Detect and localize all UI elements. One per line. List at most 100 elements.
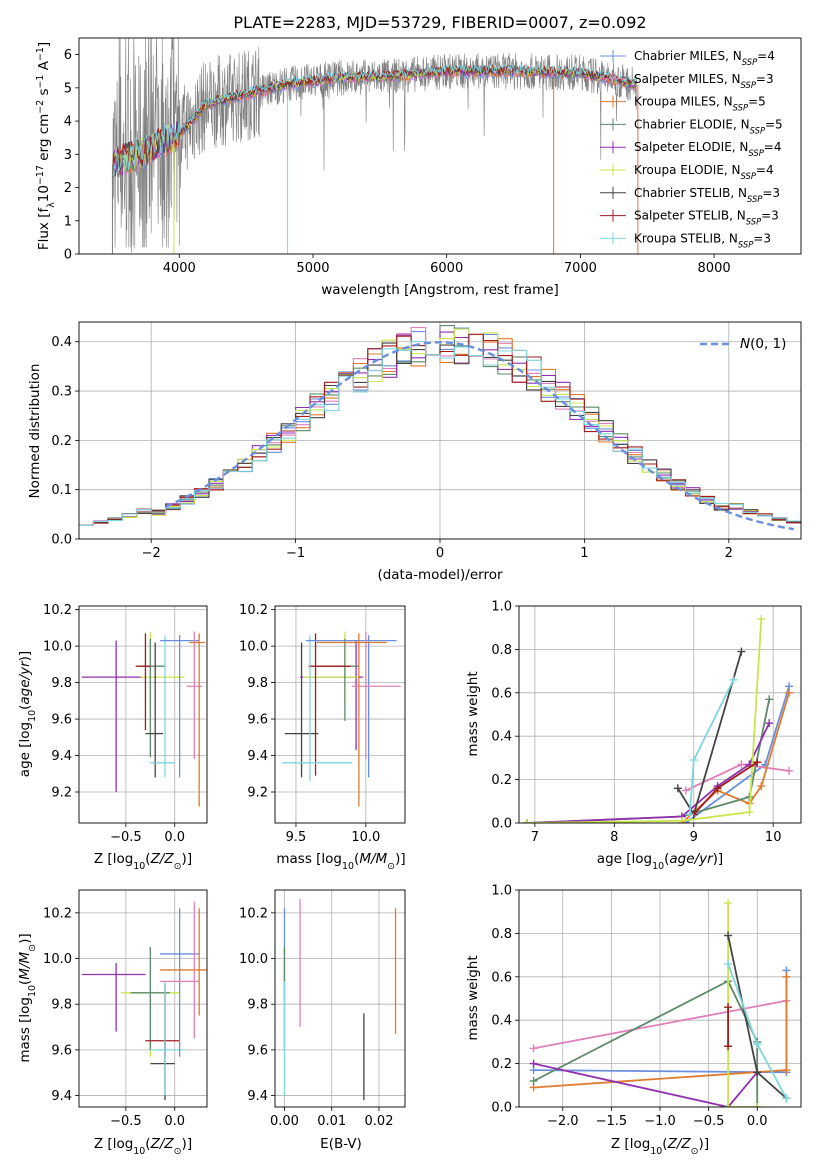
label-part: =4 [756,163,774,177]
series-point [529,1044,538,1053]
y-tick-label: 0.3 [51,385,72,400]
label-part: Chabrier STELIB, N [634,186,747,200]
label-part: age/yr [17,660,33,705]
plot-area-residuals [79,325,801,531]
axes-frame [518,605,802,824]
plot-area-age_vs_mass [281,631,401,807]
axes-spectrum: 4000 5000 6000 7000 8000 0 1 2 3 4 5 6 [64,37,802,276]
label-part: Z/Z [667,1136,692,1152]
series-point [782,1066,791,1075]
y-tick-label: 10.2 [43,603,72,618]
label-part: age/yr [669,851,714,867]
y-tick-label: 10.0 [43,952,72,967]
label-part: N [740,336,750,352]
y-tick-label: 0.6 [491,686,512,701]
y-tick-label: 9.8 [247,676,268,691]
y-tick-label: 9.8 [51,998,72,1013]
series-point [729,675,738,684]
x-axis-label: Z [log10(Z/Z⊙)] [94,851,192,872]
series-point [765,719,774,728]
label-part: ⊙ [691,1146,699,1157]
series-point [737,760,746,769]
series-point [724,931,733,940]
y-tick-label: 9.4 [51,749,72,764]
y-tick-label: 10.2 [239,603,268,618]
x-tick-label: 4000 [163,261,196,276]
series-point [753,1040,762,1049]
y-axis-label: mass [log10(M/M⊙)] [17,933,38,1062]
label-part: )] [17,933,33,944]
y-tick-label: 9.8 [247,998,268,1013]
x-tick-label: −2 [142,546,161,561]
label-part: SSP [741,171,757,181]
y-axis-label: Normed distribution [27,364,43,499]
label-part: s [36,88,52,99]
y-tick-label: 9.6 [51,1043,72,1058]
x-tick-label: −1.0 [644,1114,676,1129]
x-tick-label: 0.0 [747,1114,768,1129]
y-tick-label: 9.2 [51,786,72,801]
y-tick-label: 3 [64,148,72,163]
y-axis-label: Flux [fλ10−17 erg cm−2 s−1 A−1] [35,42,57,250]
axes-weight_vs_age: 7 8 9 10 0.0 0.2 0.4 0.6 0.8 1.0 [491,600,802,845]
label-part: λ [46,202,57,208]
series-line [693,761,758,815]
axes-age_vs_mass: 9.5 10.0 9.2 9.4 9.6 9.8 10.0 10.2 [239,603,406,845]
axes-frame [274,605,406,824]
y-tick-label: 9.6 [247,1043,268,1058]
series-point [713,784,722,793]
series-point [724,1103,733,1107]
axes-weight_vs_Z: −2.0 −1.5 −1.0 −0.5 0.0 0.0 0.2 0.4 0.6 0.8 1.0 [491,884,802,1129]
x-tick-label: 2 [725,546,733,561]
x-tick-label: 9 [690,830,698,845]
axes-frame [78,605,208,824]
label-part: )] [17,651,33,662]
label-part: SSP [741,80,757,90]
legend-label: N(0, 1) [740,336,786,352]
label-part: SSP [738,239,754,249]
plot-area-weight_vs_Z [529,899,791,1107]
label-part: age [log [17,722,33,777]
y-tick-label: 0.4 [51,335,72,350]
y-tick-label: 6 [64,48,72,63]
legend-label: Chabrier MILES, NSSP=4 [634,49,775,67]
label-part: Chabrier ELODIE, N [634,117,750,131]
legend-label: Salpeter MILES, NSSP=3 [634,72,774,90]
label-part: 10 [652,861,664,872]
legend-label: Chabrier ELODIE, NSSP=5 [634,117,783,135]
axes-age_vs_Z: −0.5 0.0 9.2 9.4 9.6 9.8 10.0 10.2 [43,603,208,845]
label-part: Z [log [94,1136,133,1152]
label-part: =3 [761,209,779,223]
series-point [529,1076,538,1085]
series-point [677,816,686,823]
series-point [753,758,762,767]
series-point [724,1003,733,1012]
series-point [724,959,733,968]
y-tick-label: 10.2 [239,906,268,921]
x-tick-label: 0.0 [164,830,185,845]
y-tick-label: 0.6 [491,970,512,985]
y-tick-label: 10.0 [239,952,268,967]
y-tick-label: 1 [64,214,72,229]
series-point [673,784,682,793]
legend-spectrum: Chabrier MILES, NSSP=4 Salpeter MILES, NS… [600,49,783,249]
series-line [533,1062,758,1107]
series-point [685,810,694,819]
x-tick-label: 0.00 [270,1114,299,1129]
label-part: =5 [765,117,783,131]
label-part: SSP [746,217,762,227]
label-part: )] [699,1136,710,1152]
axes-residuals: −2 −1 0 1 2 0.0 0.1 0.2 0.3 0.4 [51,321,802,561]
x-tick-label: −1.5 [596,1114,628,1129]
x-tick-label: 8 [610,830,618,845]
label-part: erg cm [36,114,52,165]
label-part: ⊙ [387,861,395,872]
label-part: 10 [36,185,52,202]
y-tick-label: 10.2 [43,906,72,921]
label-part: )] [395,851,406,867]
x-tick-label: 10.0 [351,830,380,845]
series-point [757,615,766,624]
x-tick-label: 0 [436,546,444,561]
series-point [737,647,746,656]
label-part: mass [log [17,997,33,1063]
